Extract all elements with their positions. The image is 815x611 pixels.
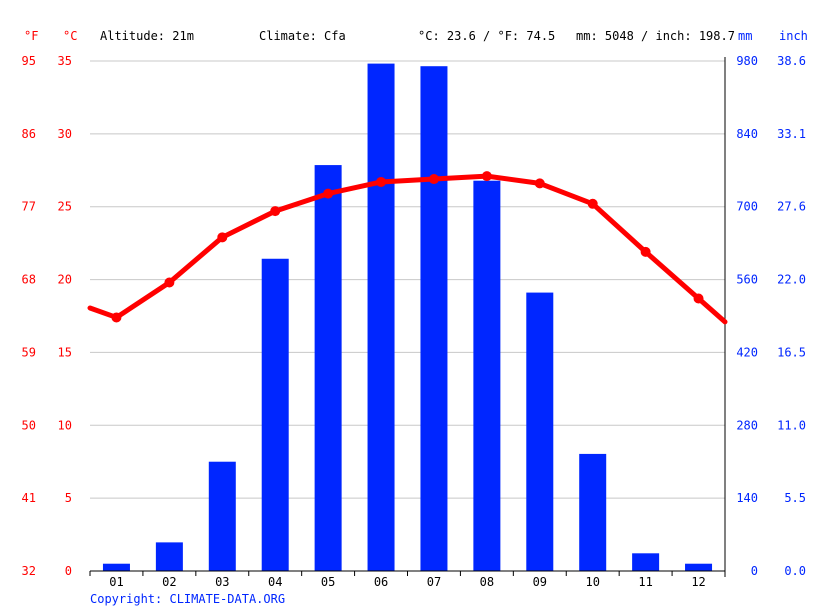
tick-label-inch: 11.0 bbox=[777, 418, 806, 432]
total-precipitation-label: mm: 5048 / inch: 198.7 bbox=[576, 29, 735, 43]
axes bbox=[89, 57, 726, 577]
tick-label-inch: 38.6 bbox=[777, 54, 806, 68]
temperature-line bbox=[87, 171, 728, 325]
tick-label-fahrenheit: 77 bbox=[22, 200, 36, 214]
tick-label-mm: 420 bbox=[736, 345, 758, 359]
tick-label-celsius: 35 bbox=[58, 54, 72, 68]
temperature-point bbox=[693, 293, 704, 304]
tick-label-celsius: 5 bbox=[65, 491, 72, 505]
tick-label-fahrenheit: 50 bbox=[22, 418, 36, 432]
altitude-label: Altitude: 21m bbox=[100, 29, 194, 43]
tick-label-inch: 0.0 bbox=[784, 564, 806, 578]
month-label: 01 bbox=[109, 575, 123, 589]
tick-label-fahrenheit: 41 bbox=[22, 491, 36, 505]
month-label: 04 bbox=[268, 575, 282, 589]
precipitation-bar bbox=[685, 563, 713, 571]
tick-label-inch: 33.1 bbox=[777, 127, 806, 141]
month-label: 12 bbox=[691, 575, 705, 589]
tick-label-mm: 0 bbox=[751, 564, 758, 578]
month-label: 09 bbox=[533, 575, 547, 589]
unit-inch-label: inch bbox=[779, 29, 808, 43]
temperature-point bbox=[428, 174, 439, 185]
precipitation-bar bbox=[367, 63, 395, 571]
month-label: 07 bbox=[427, 575, 441, 589]
month-label: 03 bbox=[215, 575, 229, 589]
tick-label-fahrenheit: 59 bbox=[22, 345, 36, 359]
tick-label-mm: 840 bbox=[736, 127, 758, 141]
tick-label-celsius: 30 bbox=[58, 127, 72, 141]
temperature-point bbox=[534, 178, 545, 189]
unit-celsius-label: °C bbox=[63, 29, 77, 43]
tick-label-celsius: 20 bbox=[58, 273, 72, 287]
temperature-point bbox=[270, 206, 281, 217]
tick-label-inch: 5.5 bbox=[784, 491, 806, 505]
precipitation-bar bbox=[579, 453, 607, 571]
precipitation-bar bbox=[420, 66, 448, 572]
tick-label-inch: 16.5 bbox=[777, 345, 806, 359]
month-label: 08 bbox=[480, 575, 494, 589]
tick-label-inch: 27.6 bbox=[777, 200, 806, 214]
tick-label-mm: 560 bbox=[736, 273, 758, 287]
month-label: 05 bbox=[321, 575, 335, 589]
precipitation-bar bbox=[632, 553, 660, 571]
tick-label-celsius: 25 bbox=[58, 200, 72, 214]
month-label: 02 bbox=[162, 575, 176, 589]
temperature-point bbox=[164, 277, 175, 288]
temperature-series-line bbox=[87, 173, 728, 325]
tick-label-inch: 22.0 bbox=[777, 273, 806, 287]
tick-label-fahrenheit: 86 bbox=[22, 127, 36, 141]
precipitation-bar bbox=[526, 292, 554, 571]
temperature-point bbox=[640, 246, 651, 257]
precipitation-bar bbox=[261, 258, 289, 571]
temperature-point bbox=[323, 188, 334, 199]
precipitation-bar bbox=[208, 461, 236, 571]
precipitation-bar bbox=[314, 165, 342, 571]
tick-label-mm: 980 bbox=[736, 54, 758, 68]
tick-label-mm: 280 bbox=[736, 418, 758, 432]
temperature-point bbox=[111, 312, 122, 323]
precipitation-bar bbox=[473, 180, 501, 571]
tick-label-celsius: 0 bbox=[65, 564, 72, 578]
month-label: 10 bbox=[585, 575, 599, 589]
month-label: 11 bbox=[638, 575, 652, 589]
climate-label: Climate: Cfa bbox=[259, 29, 346, 43]
tick-label-celsius: 10 bbox=[58, 418, 72, 432]
temperature-point bbox=[481, 171, 492, 182]
copyright-text: Copyright: CLIMATE-DATA.ORG bbox=[90, 592, 285, 606]
tick-label-fahrenheit: 95 bbox=[22, 54, 36, 68]
average-temperature-label: °C: 23.6 / °F: 74.5 bbox=[418, 29, 555, 43]
temperature-point bbox=[376, 176, 387, 187]
temperature-point bbox=[587, 198, 598, 209]
month-label: 06 bbox=[374, 575, 388, 589]
precipitation-bar bbox=[102, 563, 130, 571]
tick-label-celsius: 15 bbox=[58, 345, 72, 359]
tick-label-mm: 140 bbox=[736, 491, 758, 505]
temperature-point bbox=[217, 232, 228, 243]
gridlines bbox=[90, 60, 725, 499]
unit-fahrenheit-label: °F bbox=[24, 29, 38, 43]
tick-labels: 32 0 0 0.0 41 5 140 5.5 50 10 280 11.0 59 15 420 16.5 68… bbox=[22, 54, 806, 589]
tick-label-fahrenheit: 32 bbox=[22, 564, 36, 578]
precipitation-bars bbox=[102, 63, 713, 572]
precipitation-bar bbox=[155, 542, 183, 571]
unit-mm-label: mm bbox=[738, 29, 752, 43]
tick-label-mm: 700 bbox=[736, 200, 758, 214]
tick-label-fahrenheit: 68 bbox=[22, 273, 36, 287]
